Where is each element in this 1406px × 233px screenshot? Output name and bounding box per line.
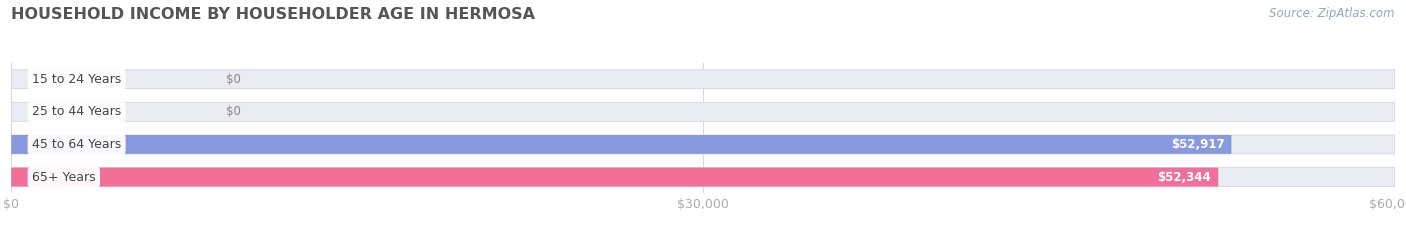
FancyBboxPatch shape [11, 135, 1395, 154]
Text: 15 to 24 Years: 15 to 24 Years [32, 73, 121, 86]
Text: $0: $0 [226, 73, 240, 86]
FancyBboxPatch shape [11, 135, 1232, 154]
Text: 45 to 64 Years: 45 to 64 Years [32, 138, 121, 151]
FancyBboxPatch shape [11, 70, 1395, 89]
Text: $52,344: $52,344 [1157, 171, 1212, 184]
Text: 25 to 44 Years: 25 to 44 Years [32, 105, 121, 118]
FancyBboxPatch shape [11, 168, 1218, 187]
Text: HOUSEHOLD INCOME BY HOUSEHOLDER AGE IN HERMOSA: HOUSEHOLD INCOME BY HOUSEHOLDER AGE IN H… [11, 7, 536, 22]
Text: 65+ Years: 65+ Years [32, 171, 96, 184]
Text: Source: ZipAtlas.com: Source: ZipAtlas.com [1270, 7, 1395, 20]
FancyBboxPatch shape [11, 168, 1395, 187]
Text: $0: $0 [226, 105, 240, 118]
FancyBboxPatch shape [11, 102, 1395, 121]
Text: $52,917: $52,917 [1171, 138, 1225, 151]
